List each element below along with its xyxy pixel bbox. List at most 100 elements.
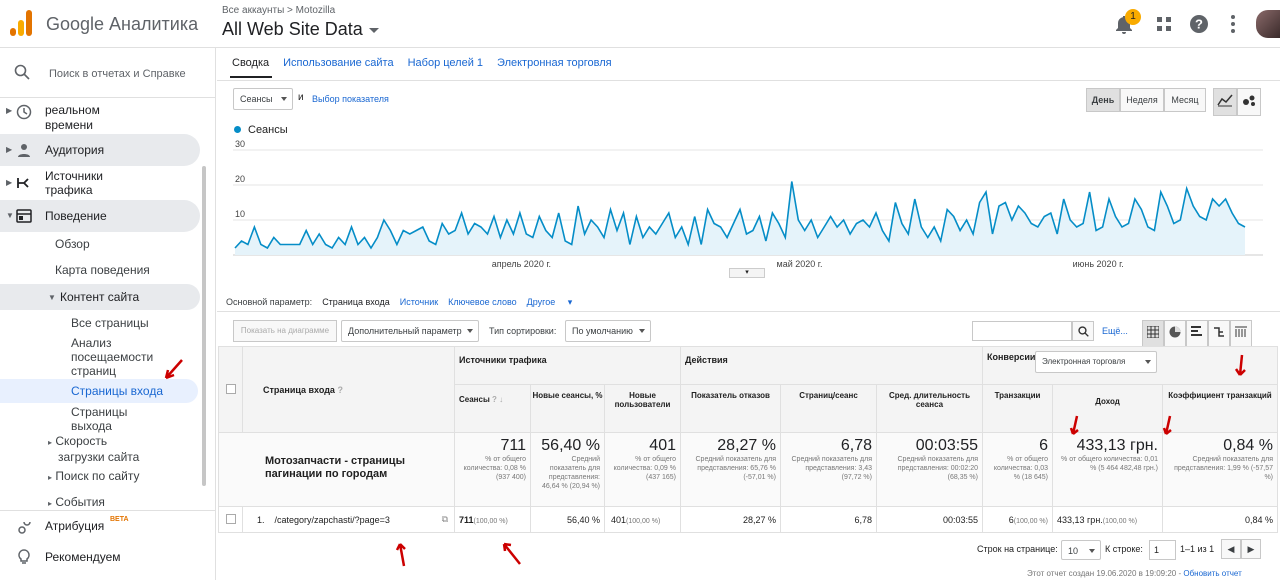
sidebar-scrollbar[interactable]: [202, 166, 206, 486]
caret-right-icon: ▸: [48, 499, 53, 508]
analytics-logo-icon[interactable]: [10, 10, 32, 36]
dim-other[interactable]: Другое ▾: [526, 297, 573, 307]
tab-ecommerce[interactable]: Электронная торговля: [497, 57, 612, 69]
prev-page-button[interactable]: ◀: [1221, 539, 1241, 559]
sidebar-item-overview[interactable]: Обзор: [55, 237, 90, 251]
search-input[interactable]: Поиск в отчетах и Справке: [49, 68, 186, 80]
choose-metric-link[interactable]: Выбор показателя: [312, 94, 389, 104]
total-pages-sub: Средний показатель для представления: 3,…: [791, 456, 873, 481]
col-new-users-header[interactable]: Новые пользователи: [604, 384, 681, 433]
tab-site-usage[interactable]: Использование сайта: [283, 57, 394, 69]
col-pages-session-header[interactable]: Страниц/сеанс: [780, 384, 877, 433]
row-pages: 6,78: [780, 506, 877, 533]
group-acquisition: Источники трафика: [454, 346, 681, 385]
totals-label: Мотозапчасти - страницы пагинации по гор…: [218, 432, 455, 507]
sidebar-item-acquisition[interactable]: ▶ Источники трафика: [0, 166, 200, 200]
line-chart-button[interactable]: [1213, 88, 1237, 116]
tab-summary[interactable]: Сводка: [232, 57, 270, 69]
series-line-sessions[interactable]: [234, 181, 1246, 250]
table-filter-input[interactable]: [972, 321, 1072, 341]
tab-goal-set[interactable]: Набор целей 1: [407, 57, 484, 69]
sidebar-item-behavior-map[interactable]: Карта поведения: [55, 263, 150, 277]
col-transactions-header[interactable]: Транзакции: [982, 384, 1053, 433]
group-behavior: Действия: [680, 346, 983, 385]
x-tick-label: апрель 2020 г.: [492, 259, 551, 269]
filter-search-button[interactable]: [1072, 321, 1094, 341]
col-bounce-rate-header[interactable]: Показатель отказов: [680, 384, 781, 433]
annotation-arrow-icon: [1069, 415, 1079, 435]
rows-per-page-select[interactable]: 10: [1061, 540, 1101, 560]
sidebar-search[interactable]: Поиск в отчетах и Справке: [0, 48, 215, 98]
month-button[interactable]: Месяц: [1164, 88, 1206, 112]
attribution-icon: [18, 521, 31, 534]
sidebar-item-all-pages[interactable]: Все страницы: [71, 316, 149, 330]
sidebar-item-label: Поведение: [45, 209, 107, 223]
select-all-checkbox[interactable]: [225, 383, 236, 394]
brand-title: Google Аналитика: [46, 14, 199, 34]
row-conversion: 0,84 %: [1162, 506, 1278, 533]
apps-grid-icon[interactable]: [1152, 12, 1176, 36]
sidebar-item-attribution[interactable]: Атрибуция BETA: [0, 510, 215, 540]
performance-view-button[interactable]: [1186, 320, 1208, 347]
x-tick-label: май 2020 г.: [777, 259, 823, 269]
more-vert-icon[interactable]: [1221, 12, 1245, 36]
sidebar-item-behavior[interactable]: ▼ Поведение: [0, 200, 200, 232]
breadcrumb[interactable]: Все аккаунты > Motozilla: [222, 5, 336, 16]
metric-select[interactable]: Сеансы: [233, 88, 293, 110]
behavior-icon: [16, 209, 32, 223]
day-button[interactable]: День: [1086, 88, 1120, 112]
total-new-users-sub: % от общего количества: 0,09 % (437 165): [613, 456, 676, 481]
refresh-report-link[interactable]: Обновить отчет: [1183, 569, 1242, 578]
sidebar-item-content-drilldown[interactable]: Анализ посещаемости страниц: [71, 336, 154, 378]
table-row[interactable]: 1. /category/zapchasti/?page=3 ⧉ 711(100,…: [218, 506, 1278, 533]
sidebar-item-site-search[interactable]: ▸ Поиск по сайту: [48, 469, 140, 483]
sidebar-item-events[interactable]: ▸ События: [48, 495, 105, 509]
pie-view-button[interactable]: [1164, 320, 1186, 347]
sidebar-item-audience[interactable]: ▶ Аудитория: [0, 134, 200, 166]
sort-type-select[interactable]: По умолчанию: [565, 320, 651, 342]
col-conversion-rate-header[interactable]: Коэффициент транзакций: [1162, 384, 1278, 433]
annotation-arrow-icon: [164, 359, 183, 380]
row-checkbox[interactable]: [225, 513, 236, 524]
motion-chart-button[interactable]: [1237, 88, 1261, 116]
row-sessions-pct: (100,00 %): [473, 517, 508, 525]
advanced-filter-link[interactable]: Ещё...: [1102, 326, 1128, 336]
dim-source[interactable]: Источник: [399, 297, 439, 307]
col-revenue-header[interactable]: Доход: [1052, 384, 1163, 433]
chart-resize-handle[interactable]: ▾: [729, 268, 765, 278]
pivot-view-button[interactable]: [1230, 320, 1252, 347]
dim-landing-page[interactable]: Страница входа: [322, 297, 390, 307]
col-sessions-header[interactable]: Сеансы ? ↓: [454, 384, 531, 433]
open-link-icon[interactable]: ⧉: [441, 514, 448, 524]
dim-keyword[interactable]: Ключевое слово: [448, 297, 517, 307]
col-landing-page-header[interactable]: Страница входа ?: [242, 346, 455, 433]
plot-rows-button[interactable]: Показать на диаграмме: [233, 320, 337, 342]
table-view-button[interactable]: [1142, 320, 1164, 347]
total-transactions: 6: [1039, 437, 1048, 454]
goto-row-label: К строке:: [1105, 544, 1143, 554]
help-icon[interactable]: ?: [1187, 12, 1211, 36]
sidebar-item-site-speed[interactable]: ▸ Скорость загрузки сайта: [48, 434, 140, 464]
sidebar-item-recommend[interactable]: Рекомендуем: [0, 542, 200, 572]
bar-view-icon: [1191, 326, 1202, 336]
sessions-chart[interactable]: 10 20 30 апрель 2020 г. май 2020 г. июнь 2020…: [233, 140, 1263, 280]
row-revenue-pct: (100,00 %): [1102, 517, 1138, 525]
row-transactions: 6: [1008, 514, 1014, 525]
tabs-divider: [217, 80, 1280, 81]
goto-row-input[interactable]: 1: [1149, 540, 1176, 560]
sidebar-item-site-content[interactable]: ▼ Контент сайта: [0, 284, 200, 310]
conversion-select[interactable]: Электронная торговля: [1035, 351, 1157, 373]
next-page-button[interactable]: ▶: [1241, 539, 1261, 559]
sidebar-item-landing-pages[interactable]: Страницы входа: [0, 379, 198, 403]
sidebar-item-exit-pages[interactable]: Страницы выхода: [71, 405, 128, 433]
week-button[interactable]: Неделя: [1120, 88, 1164, 112]
avatar[interactable]: [1256, 10, 1280, 38]
col-avg-duration-header[interactable]: Сред. длительность сеанса: [876, 384, 983, 433]
account-selector[interactable]: All Web Site Data: [222, 19, 379, 40]
primary-dimension-bar: Основной параметр: Страница входа Источник…: [226, 297, 582, 308]
secondary-dimension-select[interactable]: Дополнительный параметр: [341, 320, 479, 342]
row-page-link[interactable]: /category/zapchasti/?page=3: [274, 514, 390, 525]
comparison-view-button[interactable]: [1208, 320, 1230, 347]
col-new-sessions-header[interactable]: Новые сеансы, %: [530, 384, 605, 433]
sidebar-item-realtime[interactable]: ▶ реальном времени: [0, 98, 200, 136]
